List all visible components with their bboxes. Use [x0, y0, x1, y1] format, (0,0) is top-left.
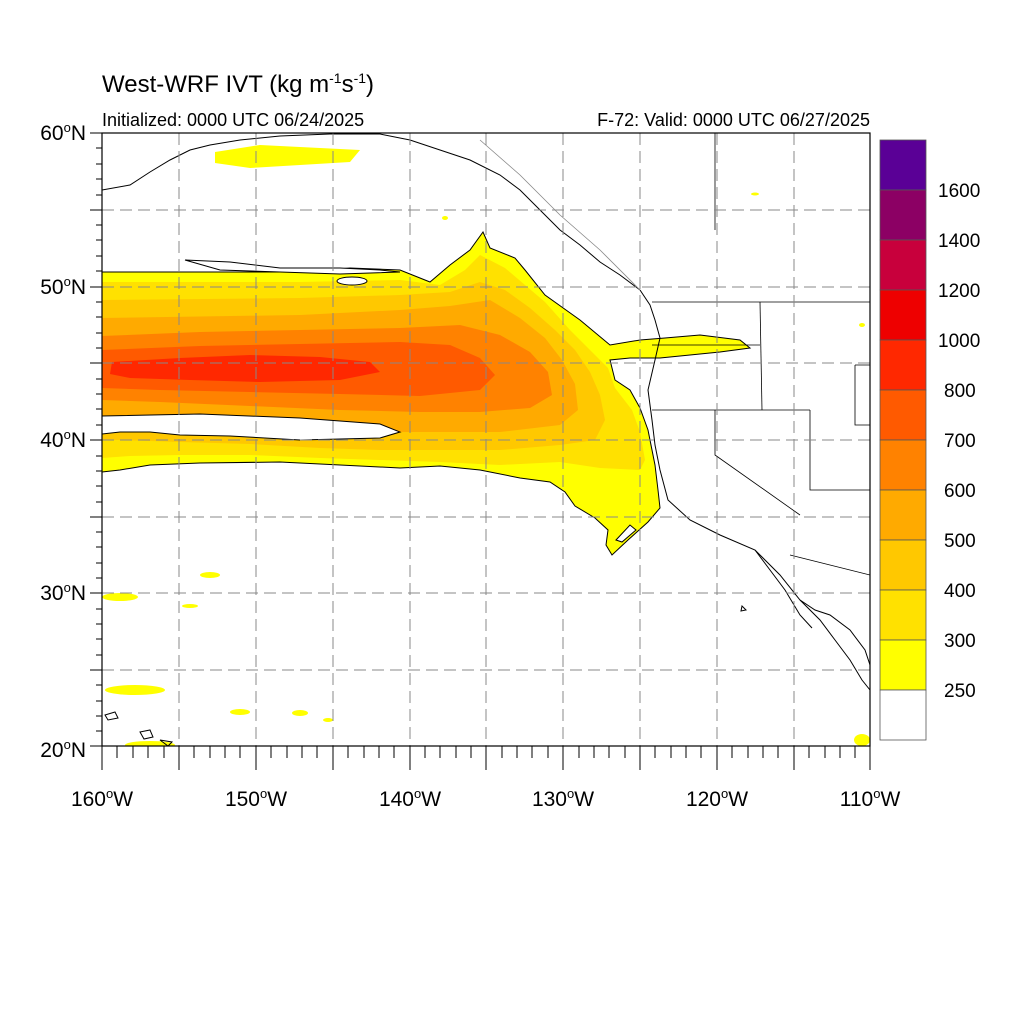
- colorbar-box-1600plus: [879, 139, 927, 191]
- grey-borders: [479, 139, 641, 291]
- ivt-shading: [102, 230, 752, 556]
- init-time-label: Initialized: 0000 UTC 06/24/2025: [102, 110, 365, 130]
- colorbar-label-600: 600: [944, 481, 976, 502]
- nevada-utah-border: [809, 410, 870, 491]
- montana-border: [854, 364, 870, 426]
- gulf-coast: [799, 599, 870, 666]
- lon-label-150w: 150oW: [225, 786, 287, 811]
- lat-label-40: 40oN: [40, 427, 86, 452]
- colorbar-label-1200: 1200: [938, 281, 980, 302]
- colorbar-label-250: 250: [944, 681, 976, 702]
- baja-coast: [754, 549, 813, 629]
- colorbar-box-500: [879, 489, 927, 541]
- colorbar-label-400: 400: [944, 581, 976, 602]
- california-nevada-border: [714, 410, 801, 516]
- colorbar-box-1200: [879, 239, 927, 291]
- colorbar-box-1000: [879, 289, 927, 341]
- colorbar-box-800: [879, 339, 927, 391]
- graticule: [102, 133, 870, 746]
- colorbar-box-1400: [879, 189, 927, 241]
- bc-coast: [639, 289, 870, 691]
- valid-time-label: F-72: Valid: 0000 UTC 06/27/2025: [597, 110, 870, 130]
- colorbar-label-500: 500: [944, 531, 976, 552]
- colorbar-label-1600: 1600: [938, 181, 980, 202]
- colorbar-box-400: [879, 539, 927, 591]
- lon-labels: 160oW 150oW 140oW 130oW 120oW 110oW: [71, 786, 901, 811]
- colorbar-label-700: 700: [944, 431, 976, 452]
- colorbar: 1600 1400 1200 1000 800 700 600 500 400 …: [879, 139, 980, 741]
- idaho-border: [759, 301, 763, 411]
- ivt-speckles: [102, 145, 870, 746]
- political-borders: [652, 133, 870, 576]
- lat-labels: 60oN 50oN 40oN 30oN 20oN: [40, 120, 86, 762]
- lat-label-50: 50oN: [40, 274, 86, 299]
- colorbar-label-800: 800: [944, 381, 976, 402]
- lon-label-160w: 160oW: [71, 786, 133, 811]
- colorbar-box-250: [879, 639, 927, 691]
- colorbar-box-600: [879, 439, 927, 491]
- colorbar-box-700: [879, 389, 927, 441]
- channel-islands: [740, 604, 748, 612]
- map-plot-area: [102, 133, 870, 746]
- hawaii-coast: [104, 711, 174, 746]
- colorbar-box-300: [879, 589, 927, 641]
- map-title: West-WRF IVT (kg m-1s-1): [102, 70, 375, 98]
- colorbar-label-1400: 1400: [938, 231, 980, 252]
- us-mexico-border: [789, 554, 870, 576]
- axis-ticks: [90, 132, 871, 770]
- lon-label-120w: 120oW: [686, 786, 748, 811]
- lon-label-110w: 110oW: [840, 786, 901, 811]
- lat-label-30: 30oN: [40, 580, 86, 605]
- lon-label-130w: 130oW: [532, 786, 594, 811]
- colorbar-box-below: [879, 689, 927, 741]
- lat-label-20: 20oN: [40, 737, 86, 762]
- lat-label-60: 60oN: [40, 120, 86, 145]
- colorbar-label-300: 300: [944, 631, 976, 652]
- colorbar-label-1000: 1000: [938, 331, 980, 352]
- ivt-800-contour: [110, 355, 380, 382]
- lon-label-140w: 140oW: [379, 786, 441, 811]
